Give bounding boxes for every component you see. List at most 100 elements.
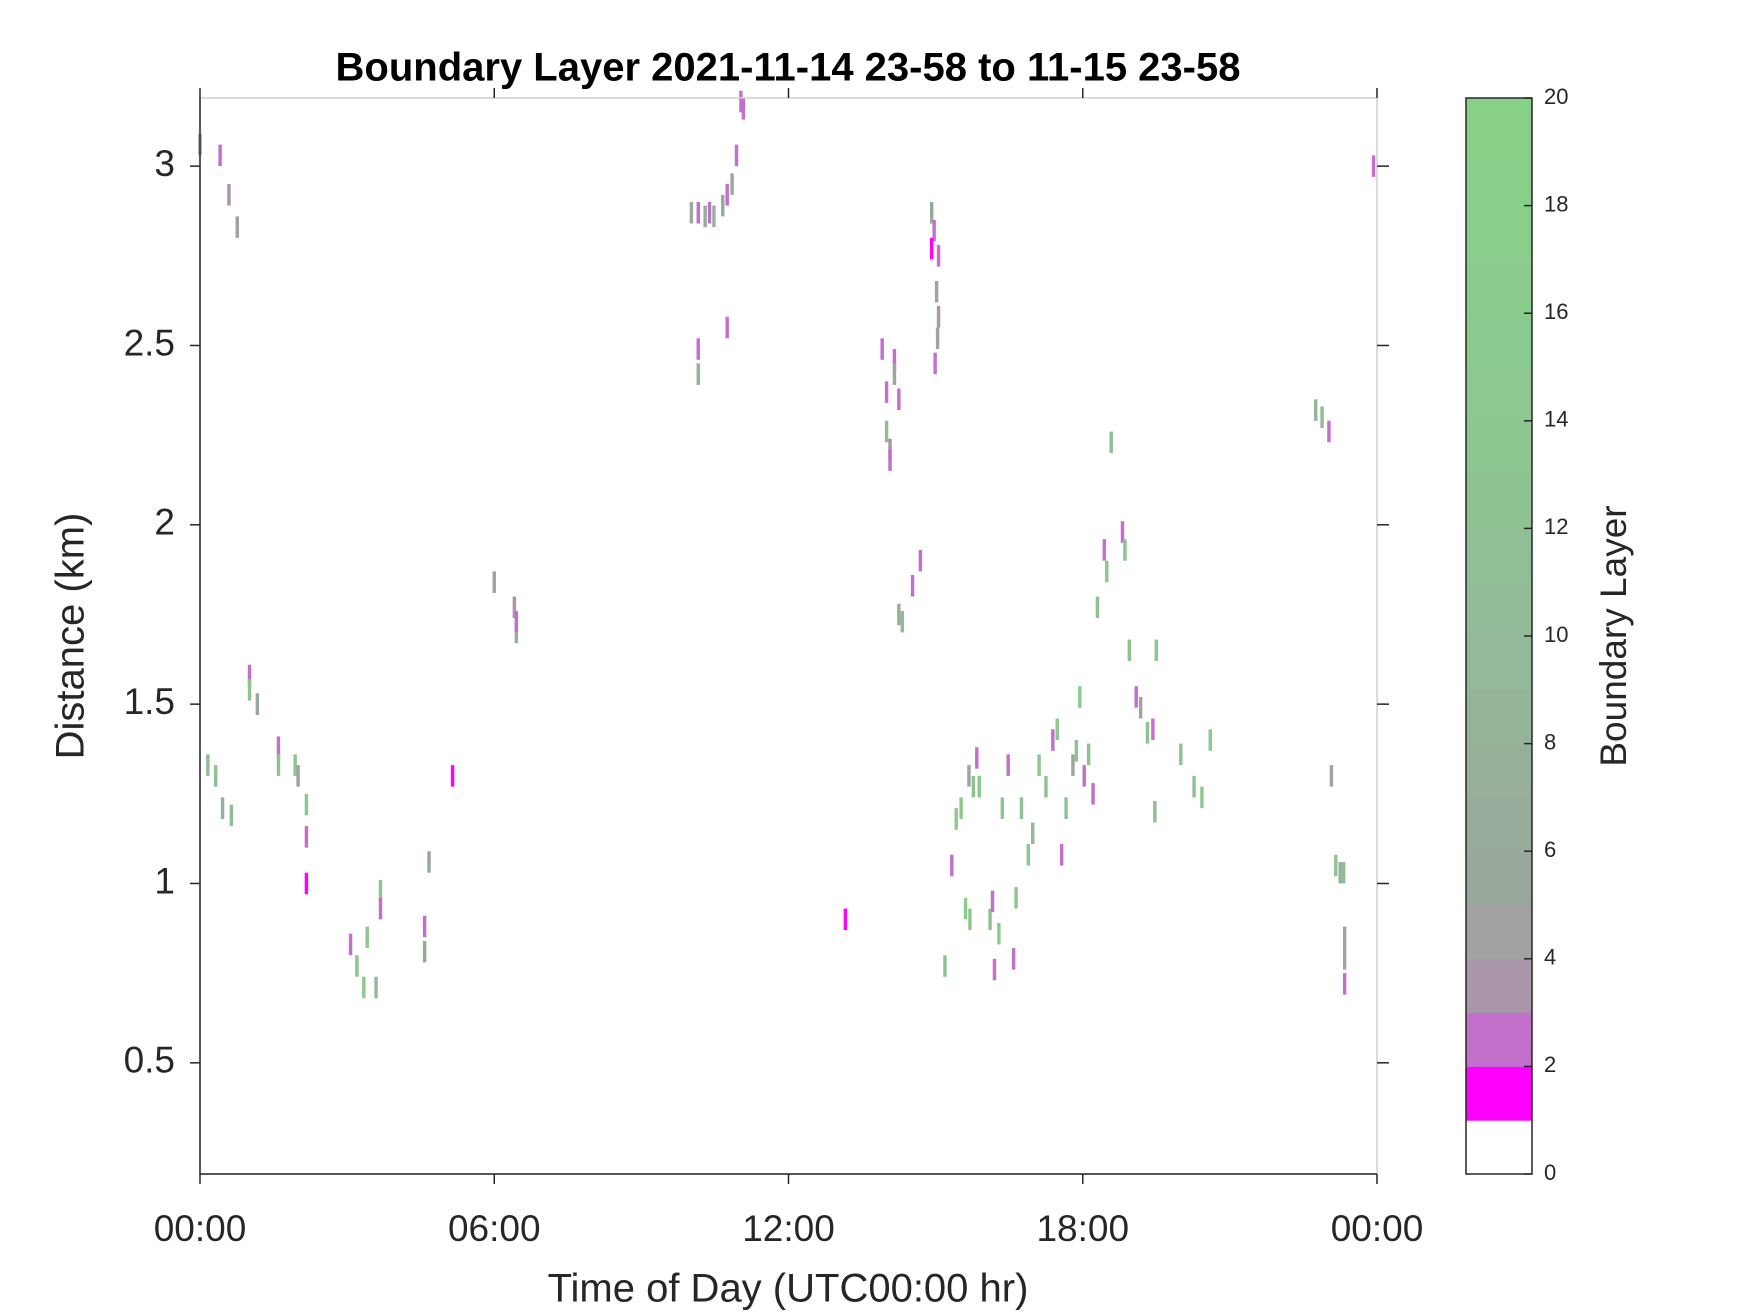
colorbar-band [1466,1012,1532,1067]
cell [1074,740,1079,762]
cell [422,915,427,938]
colorbar-band [1466,958,1532,1014]
cell [1019,797,1024,819]
cell [1123,539,1127,561]
cell [296,765,300,787]
cell [1154,639,1159,662]
cell [929,202,934,224]
cell [689,202,694,224]
cell [374,976,378,999]
colorbar-tick-label: 2 [1544,1052,1556,1077]
cell [950,854,954,877]
cell [378,897,383,920]
cell [696,363,700,385]
cell [229,804,234,827]
cell [514,610,519,633]
cell [1011,948,1016,970]
cell [892,349,897,371]
y-tick-label: 0.5 [124,1040,175,1081]
colorbar-band [1466,1066,1532,1121]
cell [492,571,496,593]
cell [1200,786,1204,809]
colorbar-tick-label: 8 [1544,729,1556,754]
colorbar-label: Boundary Layer [1593,505,1634,766]
cell [1334,854,1338,877]
colorbar-band [1466,420,1532,476]
cell [1341,861,1346,884]
cell [1031,822,1035,845]
cell [348,933,353,956]
cell [1342,948,1347,970]
colorbar-band [1466,797,1532,852]
cell [1208,729,1212,751]
cell [293,754,297,776]
cell [997,922,1001,945]
cell [1342,926,1347,949]
cell [990,890,995,913]
cell [220,797,225,819]
cell [1145,722,1150,744]
cell [734,144,739,167]
cell [1078,686,1082,708]
cell [888,449,892,472]
cell [910,575,915,597]
cell [276,736,281,758]
colorbar-tick-label: 12 [1544,514,1568,539]
colorbar-tick-label: 16 [1544,299,1568,324]
cell [422,940,427,963]
cell [1127,639,1132,662]
cell [977,775,981,798]
cell [1320,406,1324,428]
cell [1044,775,1048,798]
cell [992,958,997,981]
colorbar-band [1466,1120,1532,1175]
cell [918,549,923,572]
cell [725,316,729,339]
cell [963,897,968,920]
cell [959,797,963,819]
colorbar-band [1466,98,1532,153]
cell [378,879,383,902]
cell [696,202,700,224]
cell [934,280,939,303]
cell [968,908,972,931]
colorbar-tick-label: 4 [1544,945,1556,970]
cell [741,98,746,120]
chart-title: Boundary Layer 2021-11-14 23-58 to 11-15… [336,46,1241,90]
cell [1064,797,1068,819]
cell [712,205,716,228]
plot-frame [199,97,1378,1175]
cell [936,306,941,328]
colorbar-band [1466,528,1532,583]
cell [884,381,889,403]
cell [1000,797,1005,819]
y-tick-label: 2.5 [124,322,175,363]
x-tick-label: 00:00 [154,1208,247,1249]
cell [1313,399,1318,421]
cell [1138,696,1143,719]
cell [707,202,712,224]
cell [884,420,889,443]
cell [721,194,725,217]
cell [247,664,252,687]
cell [892,363,897,385]
x-tick-label: 12:00 [742,1208,835,1249]
cell [1105,560,1109,583]
cell [1095,596,1100,619]
cell [929,237,934,260]
cell [1134,686,1138,708]
cell [1327,420,1331,443]
colorbar-tick-label: 18 [1544,191,1568,216]
cell [739,90,743,113]
cell [703,205,707,228]
cell [696,338,700,360]
cell [988,908,992,931]
cell [450,765,455,787]
cell [206,754,210,776]
cell [730,173,734,195]
colorbar-tick-label: 10 [1544,622,1568,647]
cell [967,765,971,787]
colorbar-band [1466,367,1532,422]
cell [1051,729,1055,751]
